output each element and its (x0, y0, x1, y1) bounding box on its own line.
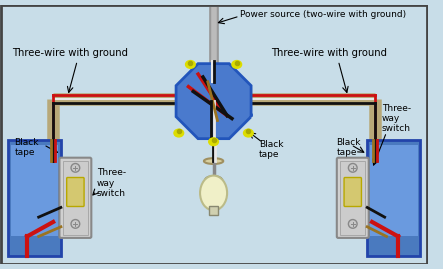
Ellipse shape (204, 158, 223, 164)
FancyBboxPatch shape (367, 140, 420, 256)
FancyBboxPatch shape (340, 161, 365, 235)
Ellipse shape (244, 129, 253, 137)
Circle shape (71, 220, 80, 228)
FancyBboxPatch shape (370, 145, 417, 236)
FancyBboxPatch shape (63, 161, 88, 235)
FancyBboxPatch shape (11, 145, 58, 236)
Text: Three-
way
switch: Three- way switch (382, 104, 411, 133)
FancyBboxPatch shape (209, 206, 218, 215)
Circle shape (348, 220, 357, 228)
Ellipse shape (232, 61, 241, 68)
Ellipse shape (200, 176, 227, 210)
Ellipse shape (174, 129, 183, 137)
Polygon shape (176, 64, 251, 139)
FancyBboxPatch shape (59, 158, 91, 238)
Text: Three-wire with ground: Three-wire with ground (12, 48, 128, 58)
Text: Power source (two-wire with ground): Power source (two-wire with ground) (240, 10, 406, 19)
Text: Three-
way
switch: Three- way switch (97, 168, 126, 198)
Ellipse shape (186, 61, 195, 68)
FancyBboxPatch shape (337, 158, 369, 238)
Text: Three-wire with ground: Three-wire with ground (271, 48, 387, 58)
FancyBboxPatch shape (67, 178, 84, 207)
Text: Black
tape: Black tape (259, 140, 284, 159)
FancyBboxPatch shape (344, 178, 361, 207)
Text: Black
tape: Black tape (336, 138, 361, 157)
Text: Black
tape: Black tape (15, 138, 39, 157)
Ellipse shape (205, 176, 222, 185)
Circle shape (71, 164, 80, 172)
Circle shape (348, 164, 357, 172)
FancyBboxPatch shape (8, 140, 61, 256)
Ellipse shape (209, 138, 218, 146)
